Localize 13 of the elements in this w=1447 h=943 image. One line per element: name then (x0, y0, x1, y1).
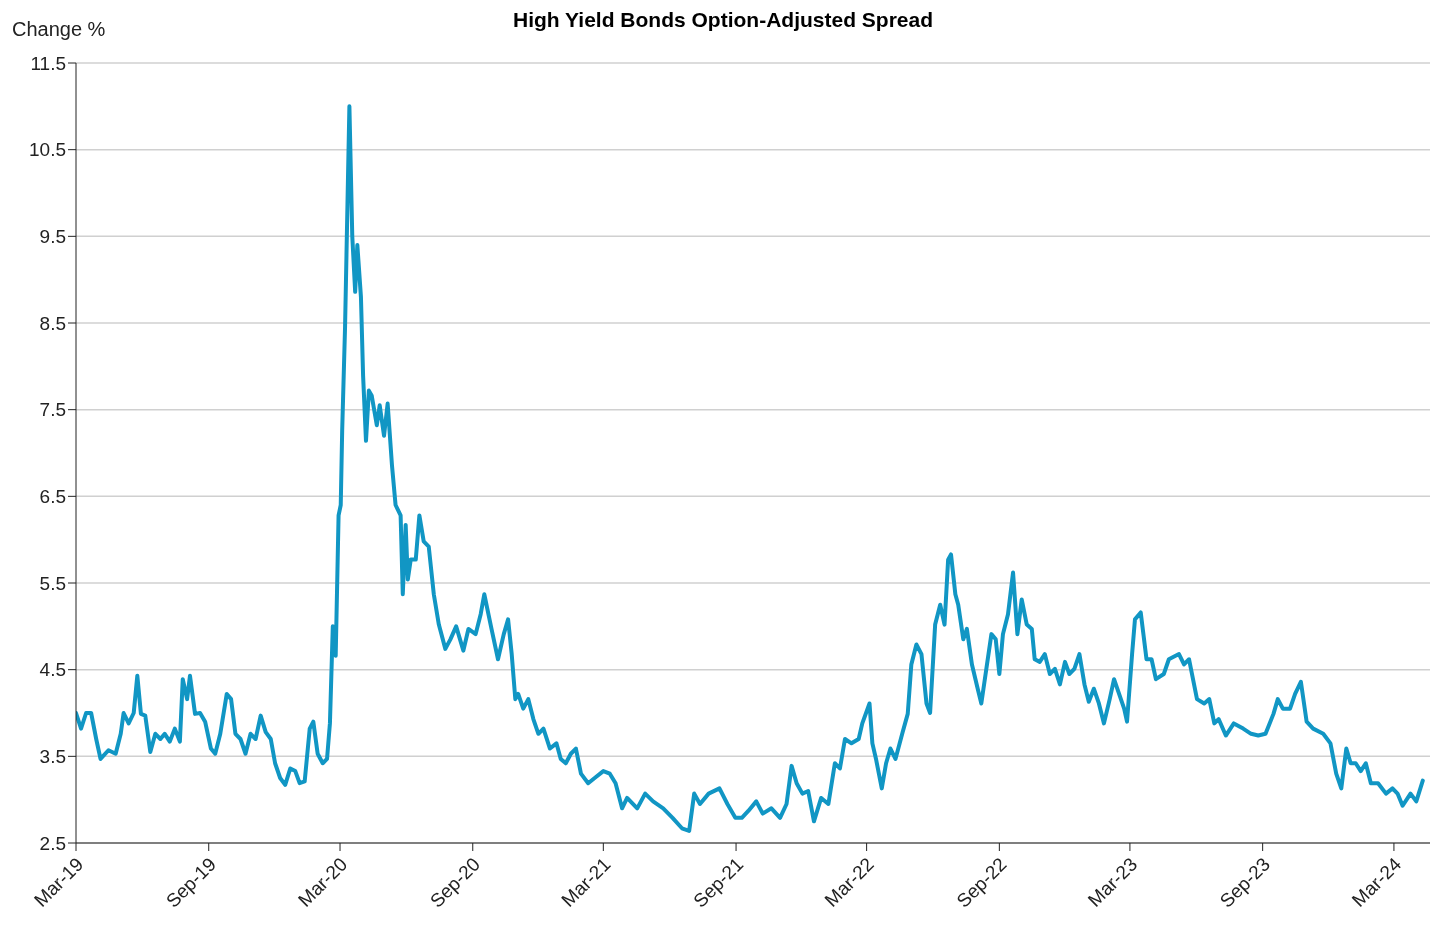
y-tick-label: 4.5 (39, 659, 66, 681)
y-tick-label: 9.5 (39, 226, 66, 248)
y-tick-label: 2.5 (39, 832, 66, 854)
line-series (76, 104, 1425, 833)
y-tick-label: 8.5 (39, 312, 66, 334)
y-axis-title: Change % (12, 18, 106, 41)
y-tick-label: 10.5 (29, 139, 66, 161)
y-tick-label: 7.5 (39, 399, 66, 421)
y-tick-label: 3.5 (39, 746, 66, 768)
y-tick-label: 5.5 (39, 572, 66, 594)
y-tick-label: 6.5 (39, 486, 66, 508)
y-tick-label: 11.5 (30, 52, 66, 74)
chart-title: High Yield Bonds Option-Adjusted Spread (512, 8, 933, 31)
